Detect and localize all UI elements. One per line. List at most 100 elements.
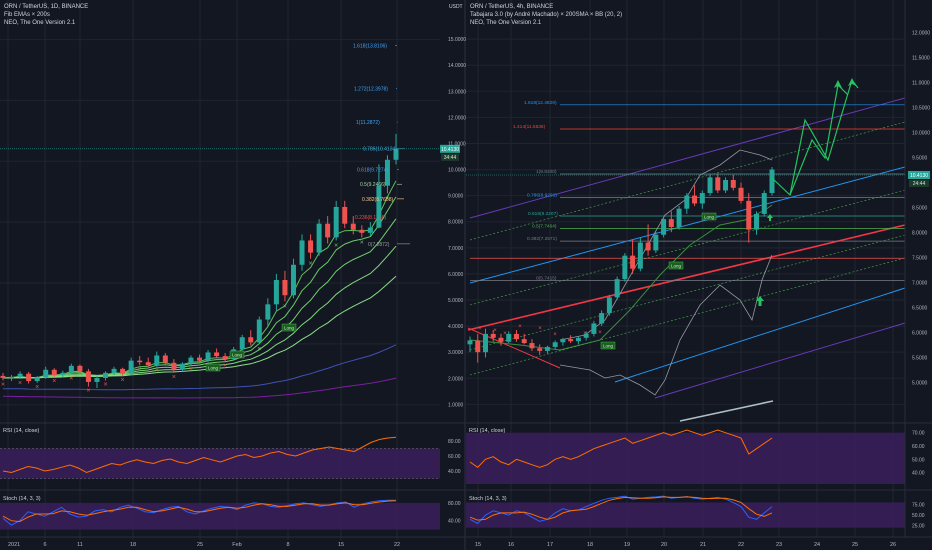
right-x-tick-label: 23 <box>776 542 782 548</box>
right-rsi-band <box>466 432 905 484</box>
right-candle-body <box>684 195 690 209</box>
left-candle-body <box>325 223 331 238</box>
right-fib-label: 0.5(7.7464) <box>532 223 557 229</box>
right-candle-body <box>754 213 760 230</box>
right-candle-body <box>622 255 628 280</box>
right-candle-body <box>498 337 504 342</box>
left-long-badge <box>229 350 245 359</box>
right-channel-dashed <box>469 257 906 376</box>
left-candle-body <box>0 375 6 378</box>
right-candle-body <box>482 333 488 353</box>
left-stoch-title: Stoch (14, 3, 3) <box>3 496 41 502</box>
left-long-badge <box>281 323 297 332</box>
left-candle-body <box>9 376 15 378</box>
right-candle-body <box>730 180 736 188</box>
left-x-marker: × <box>121 377 125 384</box>
right-channel-dashed <box>469 121 906 241</box>
left-x-marker: × <box>69 375 73 382</box>
right-candle-body <box>529 343 535 349</box>
left-x-marker: × <box>1 381 5 388</box>
right-x-marker: × <box>598 330 602 336</box>
right-candle-body <box>552 342 558 347</box>
right-rsi-tick: 40.00 <box>912 471 925 477</box>
left-x-tick-label: 8 <box>286 542 289 548</box>
right-x-tick-label: 16 <box>508 542 514 548</box>
right-x-tick-label: 18 <box>587 542 593 548</box>
right-channel-dashed <box>469 234 906 351</box>
left-x-tick-label: 18 <box>130 542 136 548</box>
right-indicator-neo[interactable]: NEO, The One Version 2.1 <box>470 20 542 26</box>
right-x-marker: × <box>518 324 522 330</box>
left-fib-label: 0.236(8.1706) <box>355 215 386 221</box>
right-buy-arrow <box>756 296 764 306</box>
right-x-tick-label: 19 <box>624 542 630 548</box>
right-y-tick-label: 5.0000 <box>448 298 464 304</box>
left-candle-body <box>205 352 211 361</box>
right-long-badge-label: Long <box>603 344 614 349</box>
left-ema-line <box>2 196 397 379</box>
right-y-tick-label: 2.0000 <box>448 376 464 382</box>
left-fib-label: 1(11.2872) <box>356 120 380 126</box>
left-symbol-title[interactable]: ORN / TetherUS, 1D, BINANCE <box>4 4 89 10</box>
left-candle-body <box>179 363 185 370</box>
right-price-tag-label: 10.4130 <box>910 173 928 179</box>
left-candle-body <box>333 206 339 238</box>
right-candle-body <box>692 195 698 204</box>
right-candle-body <box>475 340 481 353</box>
right-fib-label: 0(5.7415) <box>536 276 557 282</box>
left-indicator-fib-emas[interactable]: Fib EMAs × 200s <box>4 12 50 18</box>
right-x-tick-label: 20 <box>661 542 667 548</box>
left-stoch-tick: 80.00 <box>448 501 461 507</box>
left-candle-body <box>128 360 134 374</box>
right-trend-line <box>467 224 906 331</box>
left-stoch-tick: 40.00 <box>448 519 461 525</box>
right-long-badge <box>668 261 684 270</box>
right-candle-body <box>676 208 682 227</box>
left-indicator-neo[interactable]: NEO, The One Version 2.1 <box>4 20 76 26</box>
left-fib-label: 0.618(9.7274) <box>357 168 388 174</box>
right-y-tick-label: 8.0000 <box>448 220 464 226</box>
right-x-tick-label: 15 <box>475 542 481 548</box>
right-x-marker: × <box>503 331 507 337</box>
left-candle-body <box>85 371 91 382</box>
left-candle-body <box>282 280 288 296</box>
right-candle-body <box>568 339 574 342</box>
left-candle-body <box>214 352 220 357</box>
left-candle-body <box>359 229 365 233</box>
right-symbol-title[interactable]: ORN / TetherUS, 4h, BINANCE <box>470 4 554 10</box>
left-candle-body <box>239 337 245 350</box>
left-candle-body <box>299 240 305 265</box>
right-channel-lower-purple <box>654 322 906 399</box>
right-price-countdown-box <box>909 180 929 187</box>
left-candle-body <box>94 378 100 382</box>
left-price-countdown: 34:44 <box>444 155 457 161</box>
left-candle-body <box>376 185 382 228</box>
left-fib-label: 1.618(13.8106) <box>353 43 387 49</box>
left-x-marker: × <box>155 368 159 375</box>
left-candle-body <box>384 159 390 186</box>
left-candle-body <box>188 357 194 364</box>
right-rsi-tick: 50.00 <box>912 457 925 463</box>
right-candle-body <box>715 177 721 191</box>
right-axis2-tick: 8.0000 <box>912 231 928 237</box>
left-x-marker: × <box>309 261 313 268</box>
right-axis2-tick: 6.5000 <box>912 306 928 312</box>
left-stoch-band <box>0 502 440 530</box>
right-candle-body <box>506 333 512 342</box>
right-axis2-tick: 6.0000 <box>912 331 928 337</box>
right-y-tick-label: 11.0000 <box>448 141 466 147</box>
right-y-tick-label: 9.0000 <box>448 194 464 200</box>
left-rsi-tick: 80.00 <box>448 439 461 445</box>
right-candle-body <box>699 193 705 204</box>
left-fib-label: 0(7.2872) <box>368 242 390 248</box>
left-rsi-title: RSI (14, close) <box>3 428 40 434</box>
right-candle-body <box>746 200 752 230</box>
right-axis2-tick: 11.0000 <box>912 81 930 87</box>
right-indicator-tabajara[interactable]: Tabajara 3.0 (by André Machado) × 200SMA… <box>470 12 623 18</box>
left-candle-body <box>145 362 151 366</box>
left-x-marker: × <box>223 363 227 370</box>
left-candle-body <box>51 369 57 375</box>
left-candle-body <box>197 357 202 361</box>
left-ema-line <box>2 275 397 379</box>
right-long-badge-label: Long <box>671 264 682 269</box>
